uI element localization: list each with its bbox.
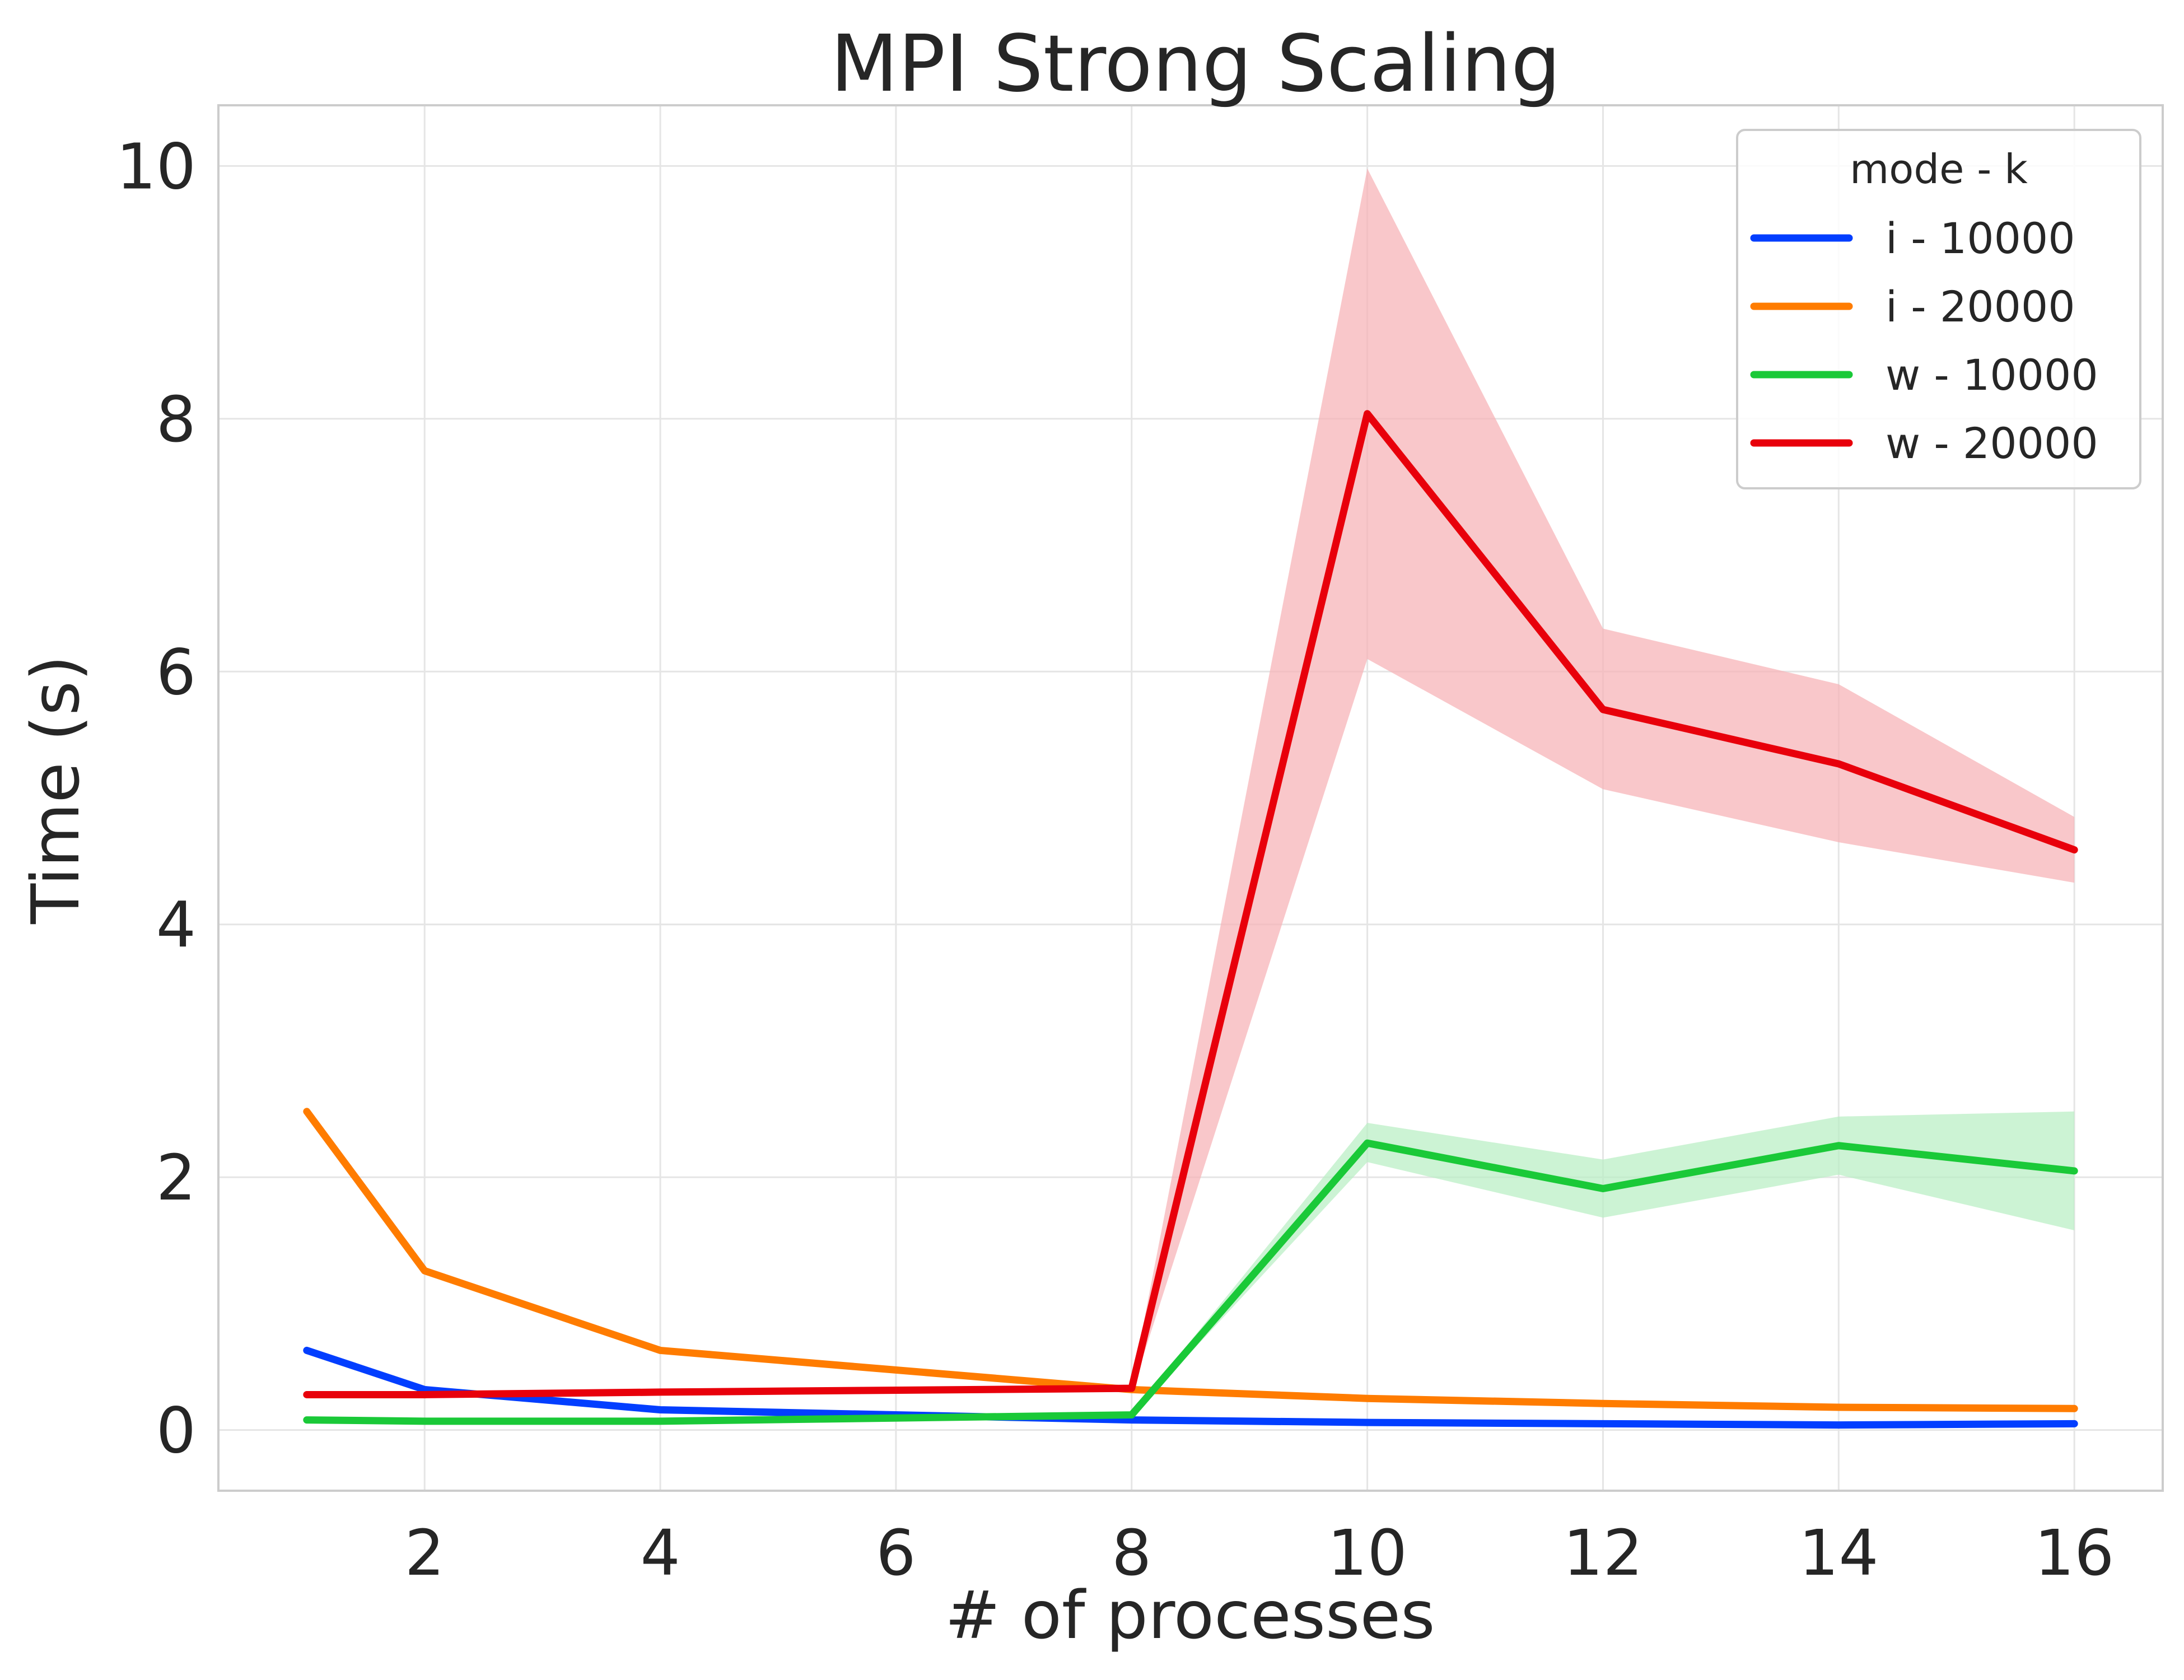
legend: mode - k i - 10000 i - 20000 w - 10000 w - 2…	[1736, 129, 2141, 489]
y-axis-label: Time (s)	[17, 655, 94, 925]
x-tick-label: 6	[876, 1517, 916, 1590]
x-tick-label: 2	[405, 1517, 445, 1590]
series-line	[303, 1108, 2078, 1412]
legend-label: i - 10000	[1886, 213, 2075, 263]
legend-title: mode - k	[1850, 146, 2028, 193]
x-tick-label: 12	[1563, 1517, 1643, 1590]
confidence-band	[306, 1111, 2075, 1421]
x-tick-label: 10	[1327, 1517, 1407, 1590]
legend-label: w - 20000	[1886, 418, 2098, 468]
x-tick-labels: 2 4 6 8 10 12 14 16	[405, 1517, 2115, 1590]
series-lines	[303, 410, 2078, 1429]
x-tick-label: 16	[2034, 1517, 2115, 1590]
y-tick-label: 4	[156, 889, 196, 962]
y-tick-label: 0	[156, 1395, 196, 1468]
legend-label: w - 10000	[1886, 350, 2098, 400]
legend-label: i - 20000	[1886, 282, 2075, 332]
y-tick-label: 8	[156, 384, 196, 456]
y-tick-label: 2	[156, 1142, 196, 1215]
y-tick-label: 10	[116, 130, 196, 203]
x-tick-label: 8	[1112, 1517, 1151, 1590]
y-tick-labels: 0 2 4 6 8 10	[116, 130, 196, 1467]
plot-frame	[217, 104, 2164, 1492]
x-tick-label: 4	[640, 1517, 680, 1590]
series-line	[303, 410, 2078, 1398]
x-axis-label: # of processes	[945, 1576, 1435, 1654]
x-tick-label: 14	[1799, 1517, 1879, 1590]
legend-box	[1736, 129, 2141, 489]
chart-title: MPI Strong Scaling	[830, 18, 1561, 110]
series-line	[303, 1139, 2078, 1425]
y-tick-label: 6	[156, 636, 196, 709]
